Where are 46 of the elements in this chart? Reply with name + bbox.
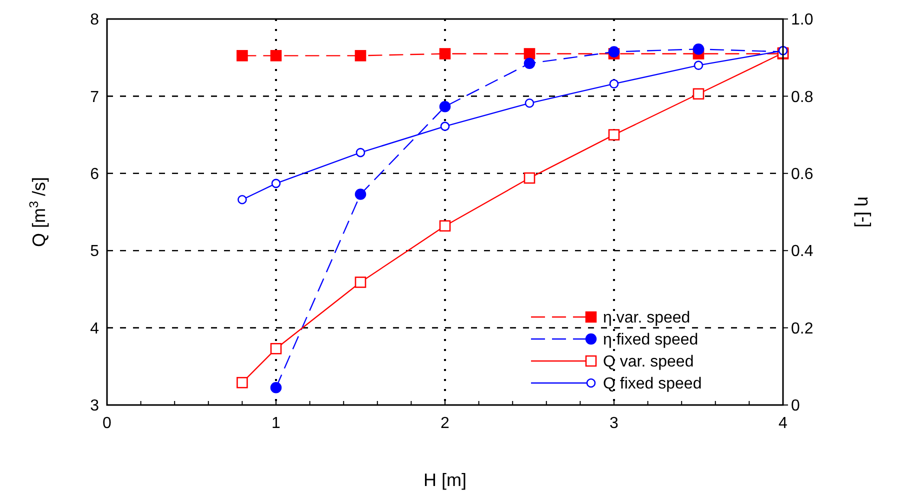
y-tick-label: 3 — [90, 398, 100, 415]
y2-tick-label: 0.4 — [791, 243, 814, 260]
point — [609, 79, 619, 88]
point — [270, 382, 282, 394]
point — [270, 342, 282, 354]
legend-label: η fixed speed — [603, 332, 698, 349]
point — [608, 129, 620, 140]
point — [694, 60, 704, 70]
point — [354, 276, 366, 288]
y-tick-label: 5 — [90, 243, 100, 260]
point — [524, 98, 534, 108]
y2-tick-label: 0.6 — [791, 166, 814, 183]
point — [692, 88, 704, 100]
point — [524, 58, 536, 70]
x-tick-label: 0 — [102, 415, 112, 432]
point — [354, 188, 366, 200]
legend-label: Q fixed speed — [603, 376, 702, 393]
point — [236, 376, 248, 388]
point — [692, 43, 704, 55]
point — [354, 50, 366, 62]
point — [439, 220, 451, 232]
y-tick-label: 4 — [90, 320, 100, 338]
point — [524, 172, 536, 184]
y2-tick-label: 0.8 — [791, 88, 814, 106]
point — [439, 100, 451, 112]
point — [440, 122, 450, 131]
legend-label: η var. speed — [603, 310, 690, 327]
point — [238, 195, 247, 204]
x-tick-label: 3 — [610, 415, 619, 432]
y-tick-label: 6 — [90, 166, 100, 183]
point — [439, 48, 451, 60]
x-tick-label: 1 — [272, 415, 281, 432]
y2-axis-title: η [-] — [854, 196, 874, 228]
y-tick-label: 8 — [90, 12, 100, 29]
y-tick-label: 7 — [90, 88, 100, 106]
point — [271, 178, 281, 188]
y2-tick-label: 0.2 — [791, 320, 814, 338]
x-axis-title: H [m] — [424, 470, 466, 490]
point — [236, 50, 248, 62]
point — [356, 148, 366, 158]
point — [270, 50, 282, 62]
x-tick-label: 2 — [440, 415, 450, 432]
x-tick-label: 4 — [778, 415, 788, 432]
y2-tick-label: 0 — [791, 398, 800, 415]
y2-tick-label: 1.0 — [791, 12, 814, 29]
point — [524, 48, 536, 60]
